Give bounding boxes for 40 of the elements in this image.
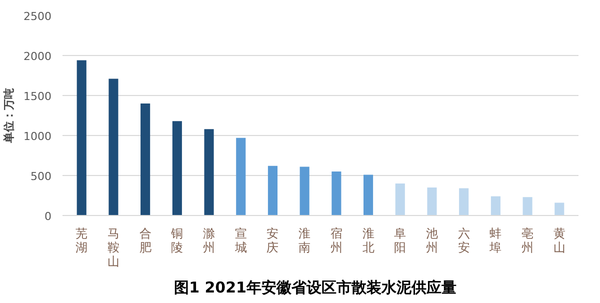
bar (108, 78, 118, 216)
x-tick-label: 宿州 (330, 226, 342, 254)
bar (172, 121, 182, 216)
x-tick-label: 铜陵 (170, 226, 184, 254)
x-tick-label: 芜湖 (76, 226, 88, 254)
x-tick-label: 马鞍山 (107, 226, 120, 268)
bar (490, 196, 500, 216)
bar (300, 166, 310, 216)
bar (459, 188, 469, 216)
y-axis-title: 单位：万吨 (2, 88, 16, 144)
bar (268, 166, 278, 216)
y-tick-label: 2500 (24, 10, 52, 23)
x-tick-label: 淮南 (298, 226, 311, 254)
x-tick-label: 亳州 (522, 226, 534, 254)
x-tick-label: 黄山 (553, 226, 566, 254)
y-tick-label: 1500 (24, 90, 52, 103)
x-tick-label: 六安 (458, 226, 470, 254)
y-tick-label: 0 (44, 210, 52, 223)
bar (427, 188, 437, 216)
x-tick-label: 阜阳 (394, 226, 406, 254)
x-tick-label: 合肥 (139, 226, 152, 254)
bar (236, 138, 246, 216)
x-tick-label: 池州 (426, 226, 438, 254)
x-tick-label: 滁州 (203, 226, 216, 254)
y-tick-label: 500 (30, 170, 52, 183)
bar (395, 184, 405, 216)
bar (140, 104, 150, 216)
bar (522, 197, 532, 216)
bar (76, 60, 86, 216)
x-tick-label: 蚌埠 (488, 226, 502, 254)
x-tick-label: 安庆 (266, 226, 279, 254)
y-tick-label: 1000 (24, 130, 52, 143)
y-tick-label: 2000 (24, 50, 52, 63)
bar (204, 129, 214, 216)
x-tick-label: 宣城 (234, 226, 247, 254)
bar (554, 202, 564, 216)
x-tick-label: 淮北 (362, 226, 374, 254)
text: 图1 2021年安徽省设区市散装水泥供应量 (174, 278, 456, 296)
bar (332, 172, 342, 216)
bar (364, 174, 374, 216)
